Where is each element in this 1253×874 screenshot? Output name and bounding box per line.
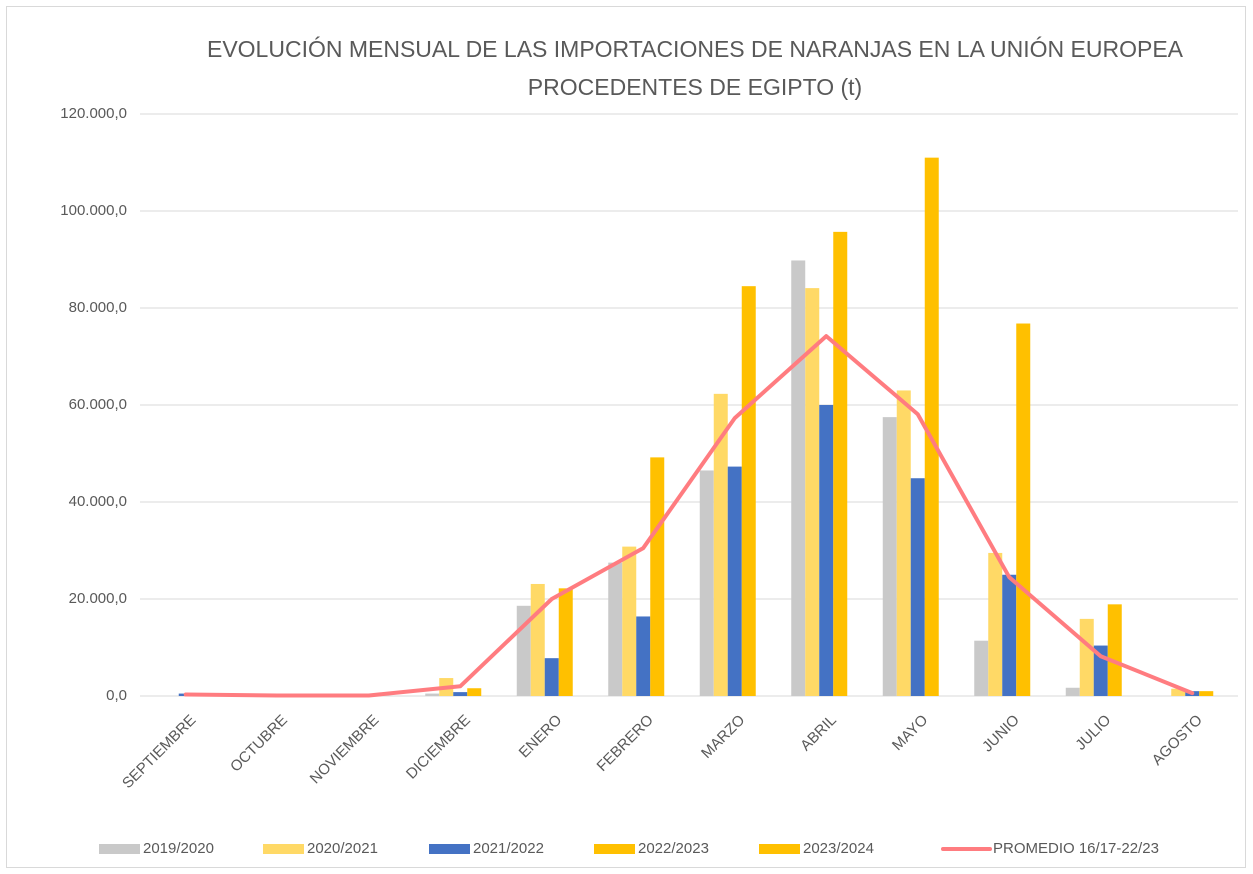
legend-label: 2021/2022 [473, 840, 544, 857]
bar [727, 466, 742, 696]
legend-label: 2019/2020 [143, 840, 214, 857]
legend-label: 2020/2021 [307, 840, 378, 857]
chart-frame [6, 6, 1246, 868]
line-series [183, 334, 1195, 698]
bar [699, 470, 714, 696]
x-tick-label: DICIEMBRE [403, 712, 474, 783]
bar [636, 616, 651, 696]
bar [910, 478, 925, 696]
bar [530, 583, 545, 696]
x-tick-label: ENERO [516, 712, 566, 762]
y-tick-label: 100.000,0 [60, 202, 127, 219]
bar [741, 286, 756, 696]
bar [650, 457, 665, 696]
x-tick-label: MARZO [698, 712, 748, 762]
x-tick-label: FEBRERO [594, 712, 657, 775]
x-tick-label: NOVIEMBRE [307, 712, 383, 788]
bar [833, 231, 848, 697]
bar [1065, 687, 1080, 696]
y-tick-label: 80.000,0 [69, 299, 127, 316]
bar [425, 693, 440, 696]
y-tick-label: 60.000,0 [69, 396, 127, 413]
bar [791, 260, 806, 696]
bar [1199, 691, 1214, 696]
legend-swatch [759, 844, 800, 854]
legend-swatch [429, 844, 470, 854]
bar [1171, 688, 1186, 696]
bar [896, 390, 911, 696]
legend-label: 2023/2024 [803, 840, 874, 857]
bar [924, 157, 939, 696]
bar [974, 640, 989, 696]
x-tick-label: SEPTIEMBRE [119, 712, 199, 792]
y-tick-label: 40.000,0 [69, 493, 127, 510]
bar [453, 692, 468, 696]
bar [467, 688, 482, 696]
bar [558, 588, 573, 696]
bar [1107, 604, 1122, 696]
y-tick-label: 120.000,0 [60, 105, 127, 122]
bar [1079, 618, 1094, 696]
legend-swatch [99, 844, 140, 854]
bar [622, 546, 637, 696]
bar [608, 562, 623, 696]
x-tick-label: JUNIO [979, 712, 1023, 756]
x-tick-label: OCTUBRE [227, 712, 291, 776]
bar [713, 393, 728, 696]
bar [988, 552, 1003, 696]
legend-swatch [263, 844, 304, 854]
chart-title: EVOLUCIÓN MENSUAL DE LAS IMPORTACIONES D… [206, 36, 1184, 100]
bar [1016, 323, 1031, 696]
x-tick-label: JULIO [1072, 712, 1114, 754]
y-tick-label: 20.000,0 [69, 590, 127, 607]
legend-label: 2022/2023 [638, 840, 709, 857]
bar [819, 405, 834, 696]
x-tick-label: ABRIL [797, 712, 840, 755]
bar [1002, 574, 1017, 696]
x-tick-label: MAYO [889, 712, 931, 754]
x-tick-label: AGOSTO [1149, 712, 1206, 769]
y-tick-label: 0,0 [106, 687, 127, 704]
legend-label: PROMEDIO 16/17-22/23 [993, 840, 1159, 857]
legend-swatch [594, 844, 635, 854]
bar [882, 417, 897, 696]
bar [805, 288, 820, 696]
bar [544, 658, 559, 696]
